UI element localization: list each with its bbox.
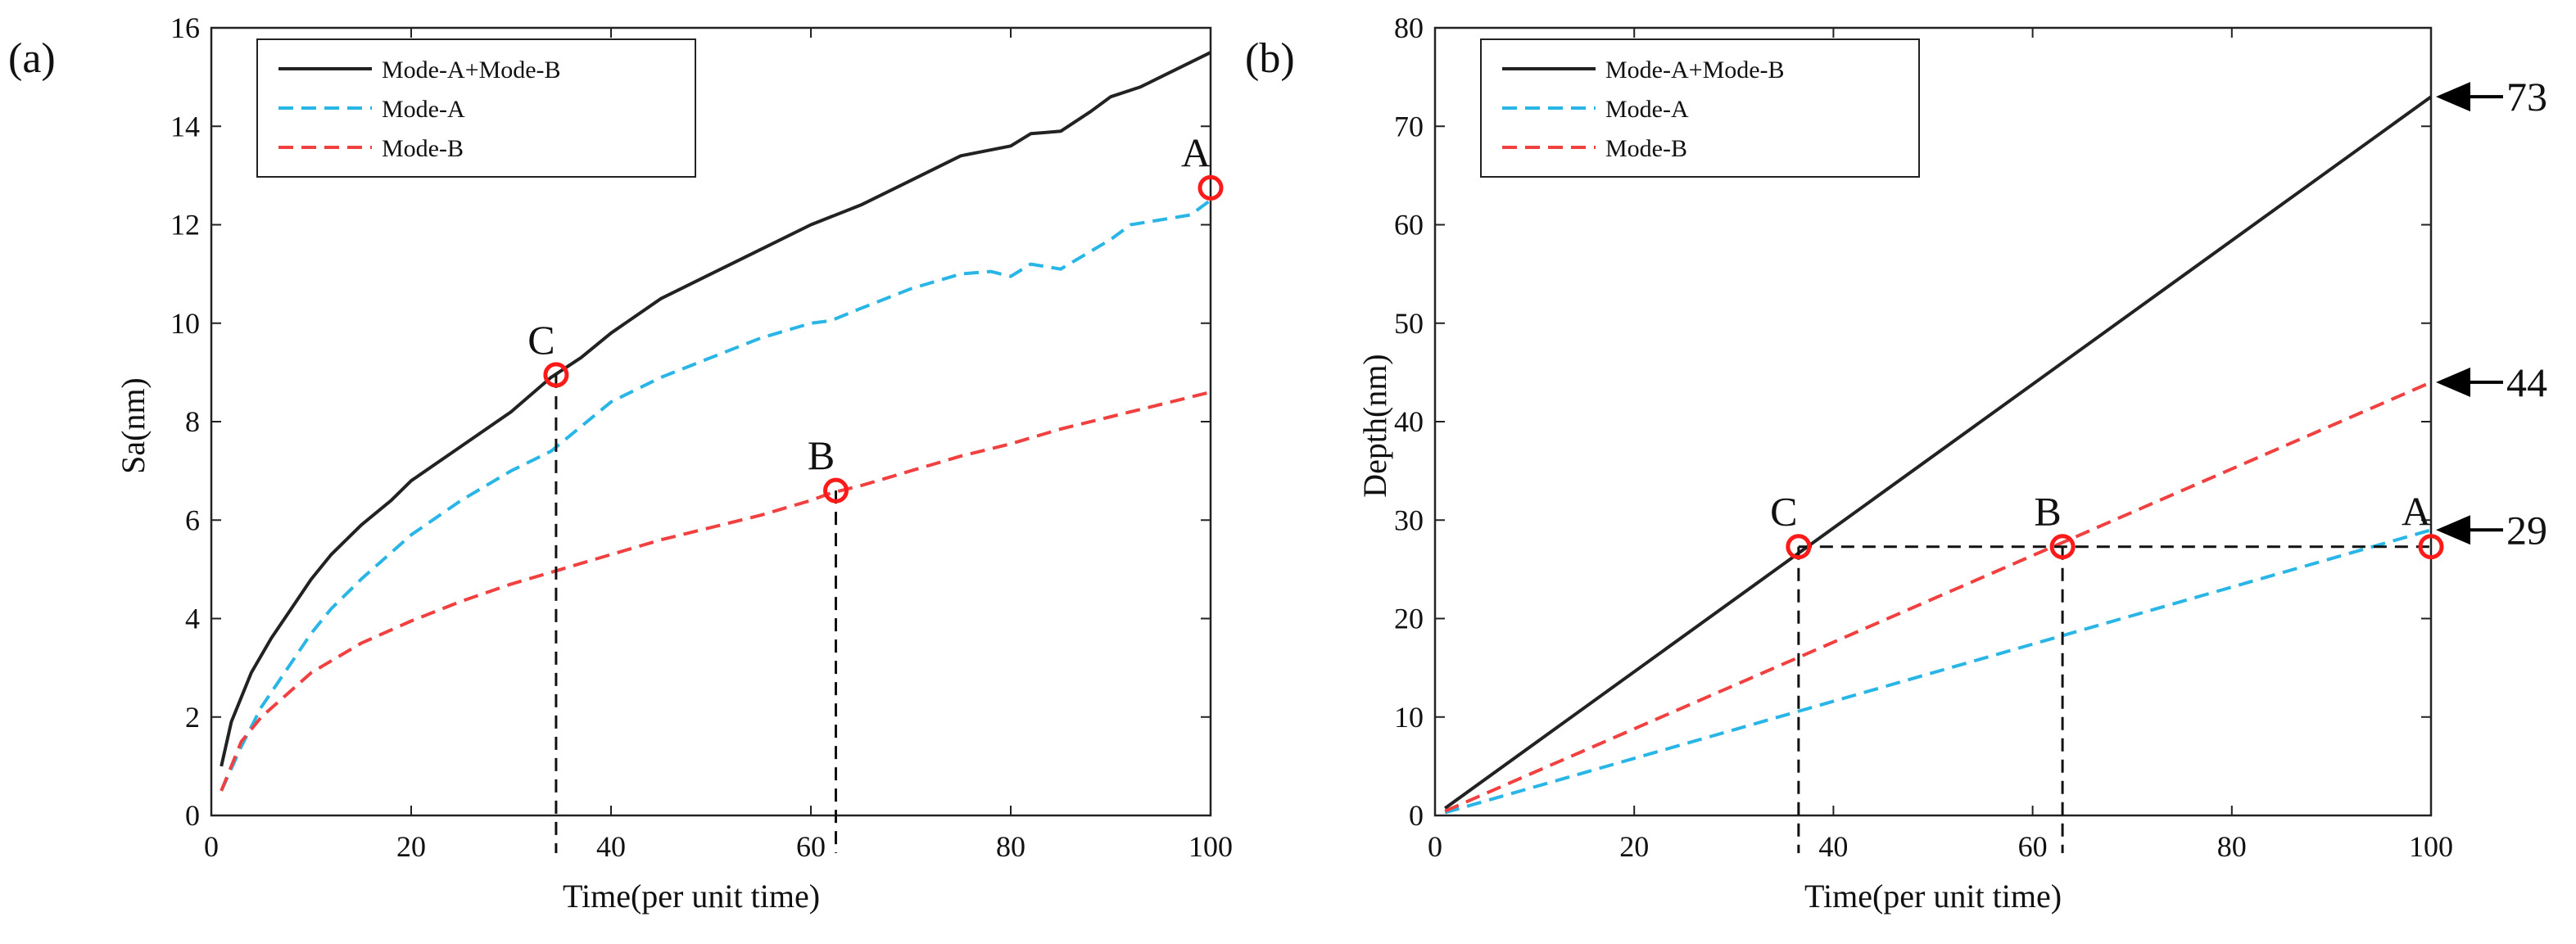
y-tick-label: 16: [170, 11, 200, 44]
y-tick-label: 20: [1394, 603, 1424, 635]
legend-entry: Mode-B: [1605, 135, 1687, 162]
series-line-mode-b: [1444, 381, 2432, 813]
legend-entry: Mode-A+Mode-B: [1605, 56, 1785, 84]
x-tick-label: 100: [1188, 830, 1233, 863]
end-value-annotations: 73 44 29: [2436, 74, 2547, 553]
series-line-mode-a-mode-b: [220, 51, 1211, 767]
y-tick-label: 2: [185, 701, 200, 734]
y-tick-label: 50: [1394, 307, 1424, 340]
point-label-a: A: [2402, 489, 2431, 535]
x-tick-label: 80: [2217, 830, 2247, 863]
y-tick-label: 0: [185, 799, 200, 832]
y-tick-label: 6: [185, 504, 200, 536]
end-value-label: 29: [2506, 507, 2547, 553]
y-tick-label: 80: [1394, 11, 1424, 44]
point-marker-b: [2049, 534, 2076, 560]
y-tick-label: 60: [1394, 209, 1424, 242]
series-line-mode-a: [1444, 528, 2432, 815]
y-tick-label: 8: [185, 405, 200, 438]
legend-a: Mode-A+Mode-B Mode-A Mode-B: [256, 38, 696, 178]
x-tick-label: 0: [1428, 830, 1442, 863]
x-tick-label: 20: [1619, 830, 1649, 863]
point-marker-a: [2418, 534, 2444, 560]
end-value-arrowhead: [2436, 515, 2470, 545]
panel-b-label: (b): [1245, 35, 1295, 82]
y-tick-label: 10: [1394, 701, 1424, 734]
x-tick-label: 20: [396, 830, 426, 863]
legend-entry: Mode-A: [1605, 96, 1689, 123]
end-value-arrowhead: [2436, 367, 2470, 397]
panel-a: (a) 0 20 40 60 80 100 0 2 4 6 8 10 12 14 16 A B C Time(p…: [8, 11, 1233, 915]
point-label-b: B: [2034, 489, 2061, 535]
legend-entry: Mode-A+Mode-B: [382, 56, 561, 84]
series-line-mode-a-mode-b: [1444, 95, 2433, 810]
point-marker-c: [1786, 534, 1812, 560]
point-label-c: C: [1770, 489, 1797, 535]
y-axis-label-a: Sa(nm): [115, 377, 152, 474]
series-line-mode-b: [220, 390, 1211, 792]
series-line-mode-a: [220, 198, 1212, 792]
end-value-label: 73: [2506, 74, 2547, 120]
x-tick-label: 60: [796, 830, 826, 863]
point-label-c: C: [527, 317, 555, 363]
panel-b: (b) 0 20 40 60 80 100 0 10 20 30 40 50 60 70 80 A B C Ti…: [1245, 11, 2547, 915]
x-axis-label-a: Time(per unit time): [563, 878, 820, 915]
x-tick-label: 0: [204, 830, 219, 863]
x-tick-label: 80: [996, 830, 1025, 863]
y-tick-label: 30: [1394, 504, 1424, 536]
point-label-b: B: [808, 432, 835, 478]
y-tick-label: 40: [1394, 405, 1424, 438]
end-value-arrowhead: [2436, 82, 2470, 112]
legend-entry: Mode-B: [382, 135, 464, 162]
y-tick-label: 4: [185, 603, 200, 635]
y-tick-label: 10: [170, 307, 200, 340]
point-marker-c: [543, 362, 569, 388]
panel-a-label: (a): [8, 35, 56, 82]
point-label-a: A: [1181, 129, 1211, 175]
x-axis-label-b: Time(per unit time): [1804, 878, 2062, 915]
end-value-label: 44: [2506, 359, 2547, 405]
y-tick-label: 12: [170, 209, 200, 242]
y-tick-label: 14: [170, 110, 200, 142]
y-tick-label: 70: [1394, 110, 1424, 142]
x-tick-label: 40: [1818, 830, 1848, 863]
y-tick-label: 0: [1409, 799, 1424, 832]
legend-b: Mode-A+Mode-B Mode-A Mode-B: [1480, 38, 1920, 178]
x-tick-label: 60: [2018, 830, 2048, 863]
y-axis-label-b: Depth(nm): [1356, 354, 1393, 498]
x-tick-label: 100: [2409, 830, 2453, 863]
point-marker-b: [823, 477, 849, 504]
point-marker-a: [1197, 174, 1224, 201]
legend-entry: Mode-A: [382, 96, 465, 123]
x-tick-label: 40: [596, 830, 626, 863]
